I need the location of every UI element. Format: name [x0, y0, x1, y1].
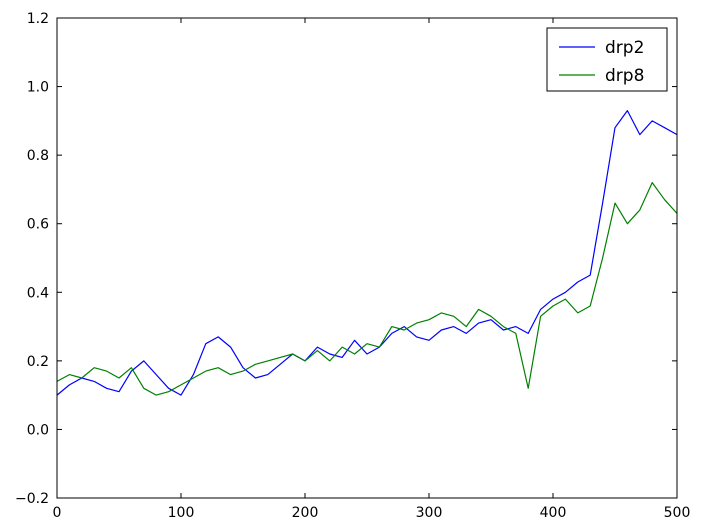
ticks-layer: 0 100 200 300 400 500 −0.2 0.0 0.2 0.4 0.6 0.8 1.0 1.…: [15, 11, 690, 521]
legend-box: [546, 27, 668, 92]
y-tick-label: 0.2: [27, 354, 49, 370]
legend-label-drp2: drp2: [605, 38, 644, 58]
plot-frame: [56, 17, 678, 499]
x-tick-label: 100: [168, 505, 195, 521]
legend-label-drp8: drp8: [605, 66, 644, 86]
x-tick-label: 400: [540, 505, 567, 521]
x-tick-label: 500: [664, 505, 691, 521]
y-tick-label: 0.0: [27, 422, 49, 438]
y-tick-label: −0.2: [15, 491, 49, 507]
x-tick-label: 300: [416, 505, 443, 521]
y-tick-label: 0.6: [27, 217, 49, 233]
y-tick-label: 1.2: [27, 11, 49, 27]
x-tick-label: 0: [53, 505, 62, 521]
series-layer: [56, 109, 678, 396]
x-tick-label: 200: [292, 505, 319, 521]
legend: drp2 drp8: [546, 27, 668, 92]
y-tick-label: 0.8: [27, 148, 49, 164]
y-tick-label: 0.4: [27, 285, 49, 301]
y-tick-label: 1.0: [27, 80, 49, 96]
series-line-drp2: [56, 109, 678, 396]
series-line-drp8: [56, 182, 678, 396]
